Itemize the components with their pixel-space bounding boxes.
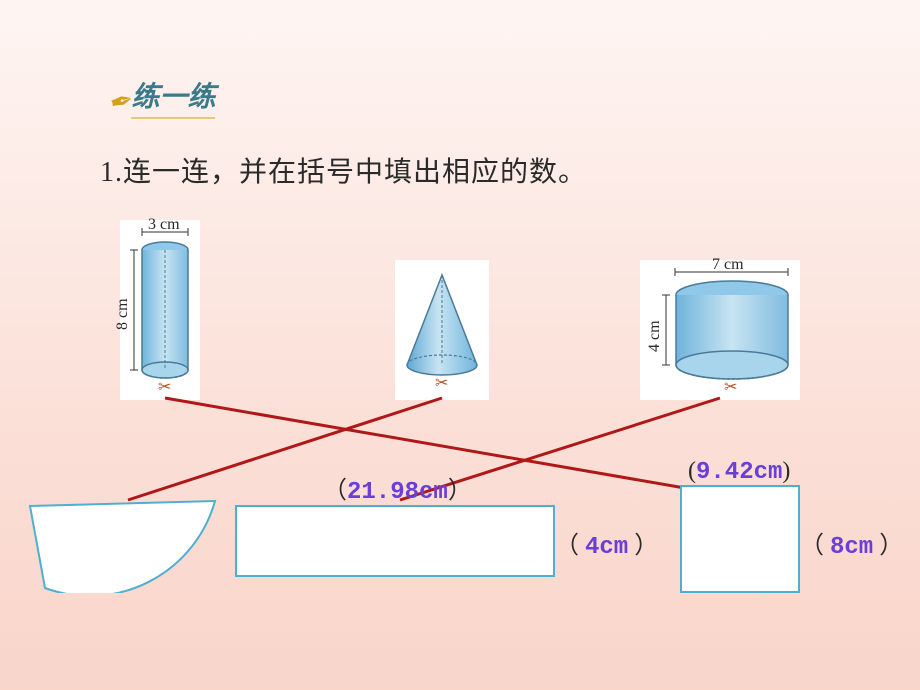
cyl-wide-diameter: 7 cm xyxy=(712,256,744,274)
shape-cone: ✂ xyxy=(395,260,489,400)
answer-3: 9.42cm xyxy=(696,459,782,486)
svg-text:✂: ✂ xyxy=(158,379,171,396)
rect-wide-svg xyxy=(235,505,555,577)
practice-title: 练一练 xyxy=(131,75,215,119)
svg-text:✂: ✂ xyxy=(724,379,737,396)
cone-svg: ✂ xyxy=(395,260,489,400)
practice-header: ✒ 练一练 xyxy=(110,75,215,119)
cyl-tall-diameter: 3 cm xyxy=(148,216,180,234)
question-body: 连一连，并在括号中填出相应的数。 xyxy=(123,157,587,188)
cyl-tall-height: 8 cm xyxy=(114,298,132,330)
answer-1: 21.98cm xyxy=(347,479,448,506)
shape-cylinder-tall: ✂ 3 cm 8 cm xyxy=(120,220,200,400)
cyl-wide-height: 4 cm xyxy=(646,320,664,352)
answer-4: 8cm xyxy=(830,534,873,561)
rect-tall-width-label: (9.42cm) xyxy=(688,458,790,486)
shape-cylinder-wide: ✂ 7 cm 4 cm xyxy=(640,260,800,400)
question-number: 1. xyxy=(100,157,123,188)
rect-wide-width-label: （21.98cm） xyxy=(323,470,472,506)
rect-wide-height-label: （ 4cm ） xyxy=(555,525,658,561)
unfold-rect-wide xyxy=(235,505,555,582)
sector-svg xyxy=(25,498,220,593)
answer-2: 4cm xyxy=(585,534,628,561)
svg-text:✂: ✂ xyxy=(435,375,448,392)
rect-tall-svg xyxy=(680,485,800,593)
rect-tall-height-label: （ 8cm ） xyxy=(800,525,903,561)
unfold-sector xyxy=(25,498,220,598)
cylinder-wide-svg: ✂ xyxy=(640,260,800,400)
unfold-rect-tall xyxy=(680,485,800,598)
question-text: 1.连一连，并在括号中填出相应的数。 xyxy=(100,150,587,190)
cylinder-tall-svg: ✂ xyxy=(120,220,200,400)
